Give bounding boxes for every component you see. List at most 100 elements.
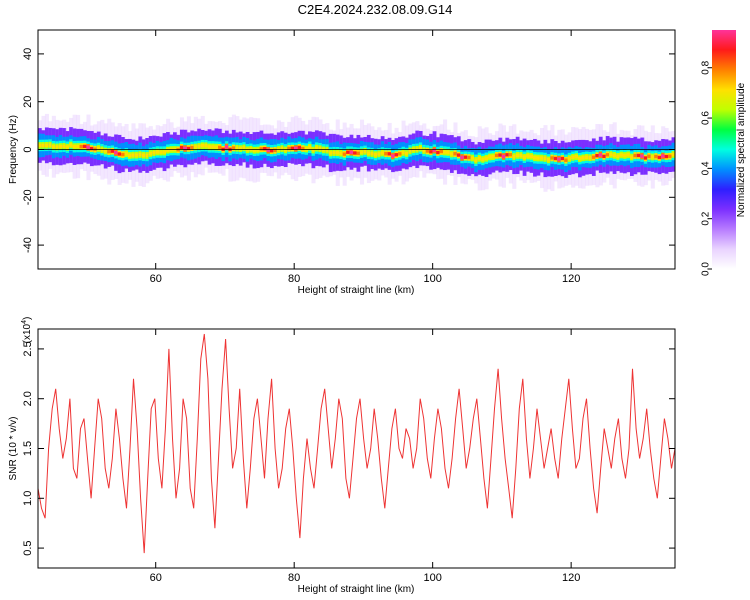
heatmap-cell xyxy=(301,146,306,151)
heatmap-cell xyxy=(636,153,641,158)
heatmap-cell xyxy=(280,146,285,151)
heatmap-cell xyxy=(79,144,84,149)
heatmap-cell xyxy=(564,158,569,162)
heatmap-cell xyxy=(578,156,583,161)
heatmap-cell xyxy=(152,151,157,155)
heatmap-cell xyxy=(359,150,365,154)
heatmap-cell xyxy=(335,151,340,155)
heatmap-cell xyxy=(605,153,610,157)
colorbar: 0.0 0.2 0.4 0.6 0.8 Normalized spectral ampli… xyxy=(701,30,747,276)
heatmap-cell xyxy=(121,152,126,157)
heatmap-cell xyxy=(508,152,513,157)
y-multiplier-label: (x104) xyxy=(21,317,33,344)
heatmap-cell xyxy=(481,157,486,162)
heatmap-cell xyxy=(200,143,205,148)
heatmap-cell xyxy=(377,152,382,156)
heatmap-cell xyxy=(304,147,309,151)
snr-series-line xyxy=(38,333,675,554)
heatmap-cell xyxy=(425,149,430,153)
heatmap-cell xyxy=(366,151,371,155)
heatmap-cell xyxy=(297,145,302,150)
heatmap-cell xyxy=(48,143,53,147)
heatmap-cell xyxy=(505,153,510,157)
heatmap-cell xyxy=(650,155,655,159)
heatmap-cell xyxy=(124,152,129,156)
x-tick-label: 100 xyxy=(423,572,441,584)
heatmap-cell xyxy=(107,149,112,154)
heatmap-cell xyxy=(588,156,593,160)
y-tick-label: 20 xyxy=(22,96,34,108)
heatmap-cell xyxy=(668,154,673,158)
heatmap-cell xyxy=(65,145,70,149)
heatmap-cell xyxy=(83,144,88,149)
heatmap-cell xyxy=(148,151,153,156)
heatmap-cell xyxy=(38,143,43,148)
heatmap-cell xyxy=(387,152,392,156)
heatmap-cell xyxy=(138,152,143,157)
heatmap-cell xyxy=(162,150,167,154)
heatmap-cell xyxy=(671,152,675,157)
heatmap-cell xyxy=(616,154,621,159)
heatmap-cells xyxy=(38,113,675,192)
heatmap-cell xyxy=(422,148,427,153)
heatmap-cell xyxy=(141,153,146,157)
heatmap-cell xyxy=(512,154,517,159)
heatmap-cell xyxy=(218,145,223,150)
heatmap-cell xyxy=(584,155,590,159)
heatmap-cell xyxy=(550,156,555,160)
heatmap-cell xyxy=(110,149,115,153)
heatmap-cell xyxy=(380,151,385,155)
heatmap-cell xyxy=(591,155,596,159)
heatmap-cell xyxy=(491,154,496,159)
heatmap-cell xyxy=(211,145,216,149)
heatmap-cell xyxy=(114,150,119,155)
colorbar-tick-label: 0.6 xyxy=(701,111,712,125)
heatmap-cell xyxy=(467,155,472,160)
heatmap-cell xyxy=(131,153,136,157)
x-axis-label: Height of straight line (km) xyxy=(298,584,415,595)
colorbar-tick-label: 0.2 xyxy=(701,211,712,225)
heatmap-cell xyxy=(62,144,67,148)
heatmap-cell xyxy=(439,149,444,154)
heatmap-cell xyxy=(626,153,631,157)
y-tick-label: 40 xyxy=(22,48,34,60)
heatmap-cell xyxy=(453,152,458,156)
heatmap-cell xyxy=(463,155,468,159)
heatmap-cell xyxy=(398,152,403,156)
y-tick-label: 1.5 xyxy=(22,441,34,456)
heatmap-cell xyxy=(69,143,74,147)
heatmap-cell xyxy=(308,145,313,149)
heatmap-cell xyxy=(456,153,461,157)
heatmap-cell xyxy=(44,143,49,147)
heatmap-cell xyxy=(546,158,551,162)
heatmap-cell xyxy=(287,146,292,151)
heatmap-cell xyxy=(76,144,81,149)
heatmap-cell xyxy=(273,148,278,153)
heatmap-cell xyxy=(314,146,320,150)
heatmap-cell xyxy=(526,154,531,158)
colorbar-label: Normalized spectral amplitude xyxy=(736,82,747,217)
heatmap-cell xyxy=(214,145,219,149)
heatmap-cell xyxy=(117,152,122,156)
heatmap-cell xyxy=(166,148,171,152)
heatmap-cell xyxy=(235,146,240,150)
heatmap-cell xyxy=(55,145,60,149)
heatmap-cell xyxy=(474,158,479,162)
heatmap-cell xyxy=(536,156,541,160)
heatmap-cell xyxy=(418,146,423,150)
x-tick-label: 80 xyxy=(288,572,300,584)
heatmap-cell xyxy=(654,154,659,159)
heatmap-cell xyxy=(349,150,354,154)
y-tick-label: 2.0 xyxy=(22,391,34,406)
heatmap-cell xyxy=(391,154,396,158)
heatmap-cell xyxy=(204,144,209,148)
heatmap-cell xyxy=(128,153,133,158)
heatmap-cell xyxy=(294,146,299,151)
heatmap-cell xyxy=(159,150,164,154)
heatmap-cell xyxy=(373,152,378,157)
heatmap-cell xyxy=(256,148,261,152)
y-tick-label: 1.0 xyxy=(22,491,34,506)
y-axis-label: Frequency (Hz) xyxy=(8,115,19,184)
heatmap-cell xyxy=(432,148,437,152)
